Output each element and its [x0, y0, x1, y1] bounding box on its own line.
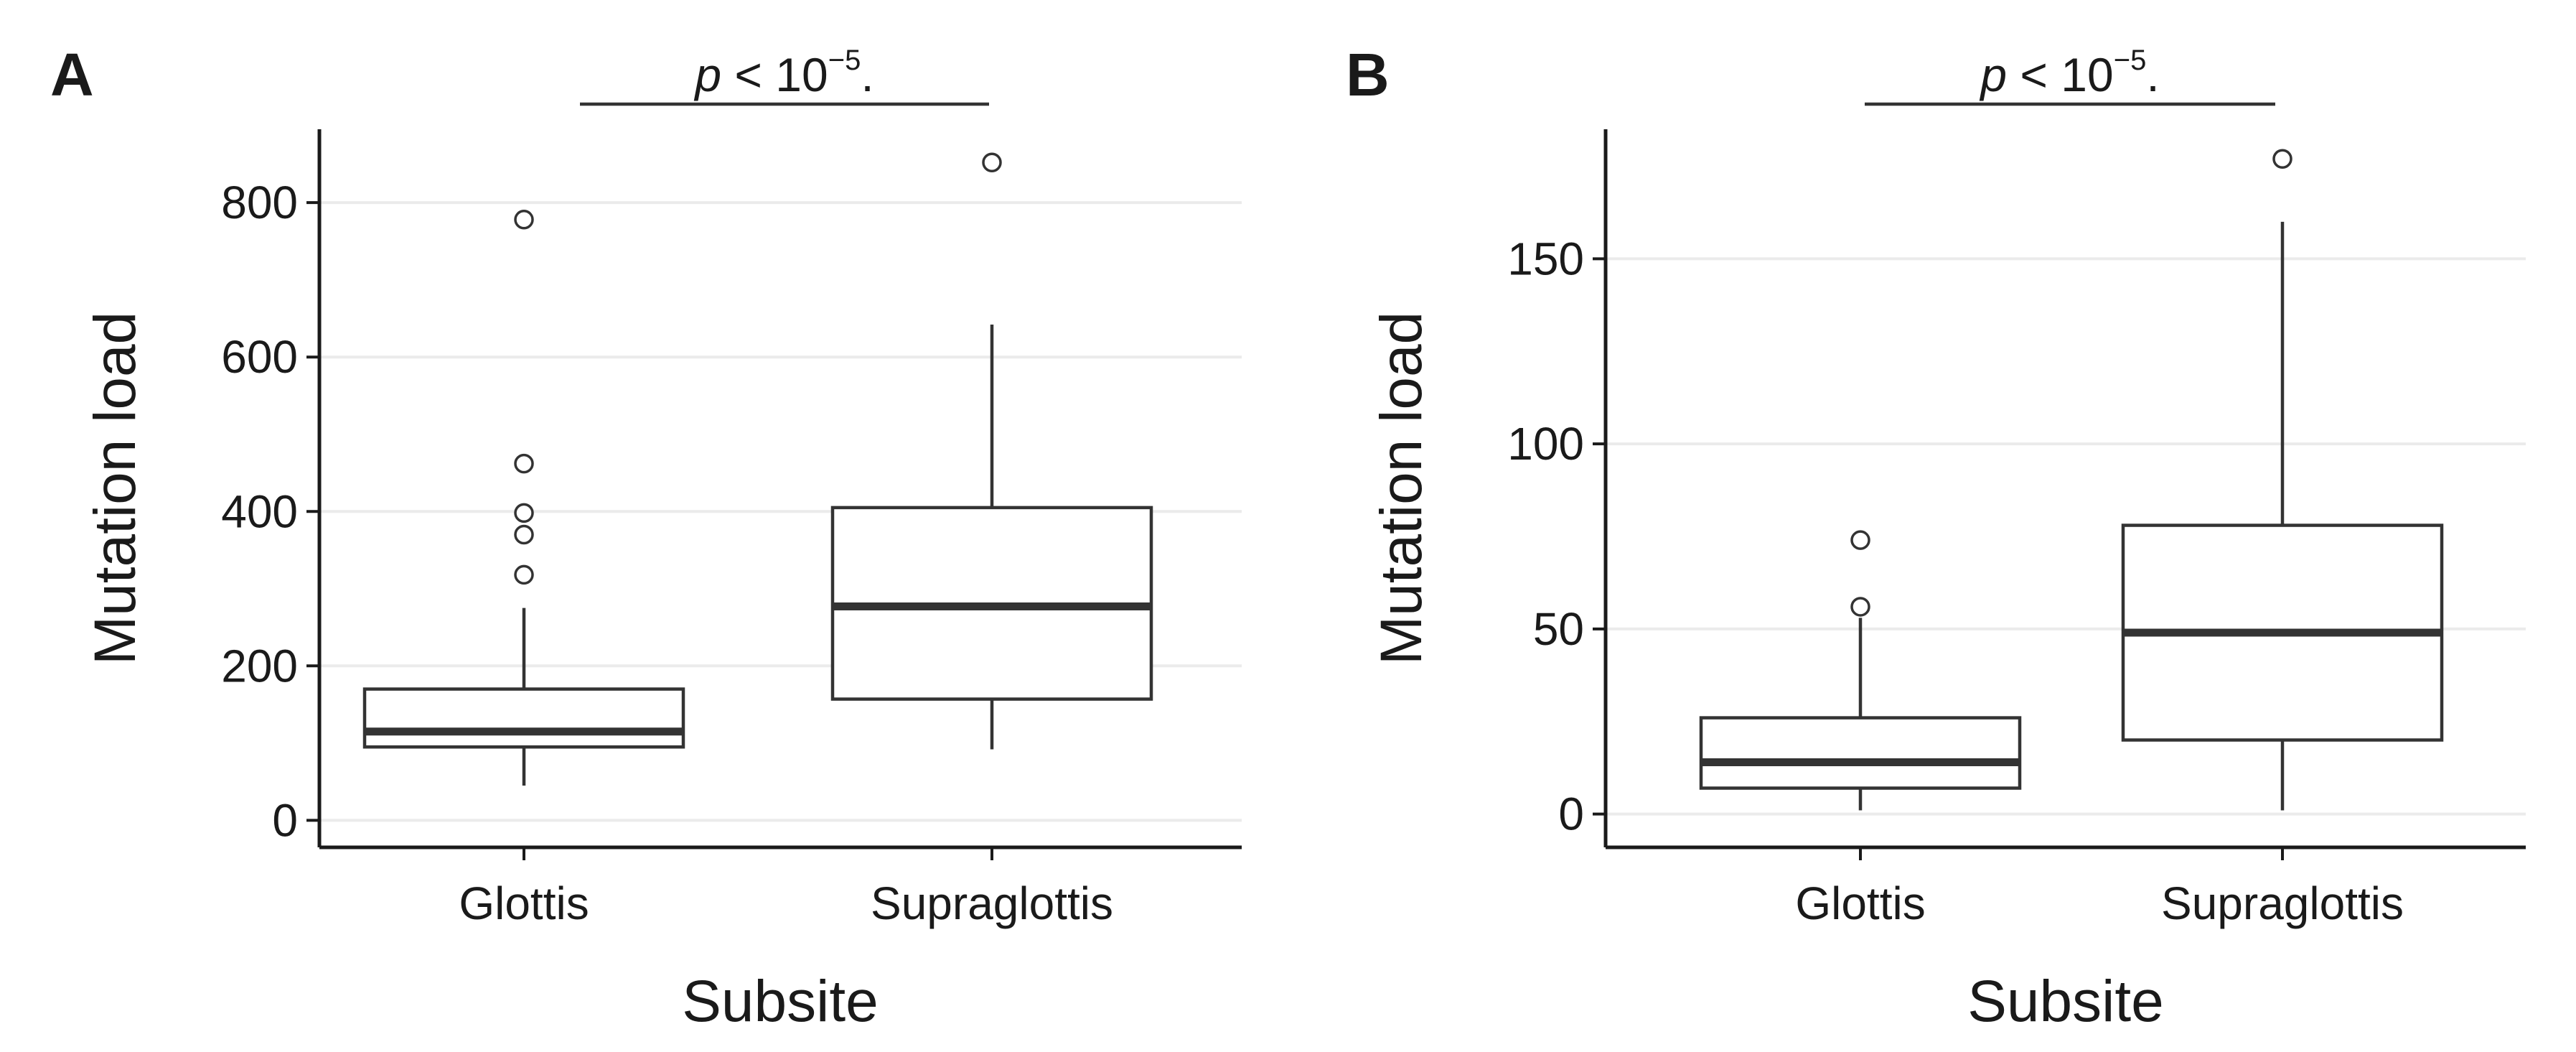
p-exponent: −5 — [828, 45, 861, 76]
p-relation: < 10 — [2007, 48, 2114, 101]
p-exponent: −5 — [2114, 45, 2147, 76]
box-iqr — [362, 687, 685, 749]
outlier-point — [514, 524, 534, 545]
y-axis-title: Mutation load — [83, 312, 148, 665]
x-axis-title: Subsite — [682, 969, 879, 1034]
outlier-point — [1850, 597, 1870, 617]
box-glottis — [1699, 530, 2022, 811]
outlier-point — [514, 453, 534, 474]
significance-label: p < 10−5. — [693, 45, 874, 101]
outlier-point — [1850, 530, 1870, 550]
box-glottis — [362, 210, 685, 786]
y-tick-label: 100 — [1507, 418, 1584, 470]
box-supraglottis — [830, 152, 1153, 750]
panel-a: 0 200 400 600 800 Glottis Supraglottis A p < 10−… — [50, 41, 1242, 1034]
x-tick-label: Glottis — [459, 878, 589, 929]
p-symbol: p — [1979, 48, 2007, 101]
panel-b: 0 50 100 150 Glottis Supraglottis B p < 10−5. Mu… — [1346, 41, 2526, 1034]
y-tick-label: 150 — [1507, 233, 1584, 284]
y-tick-label: 50 — [1533, 603, 1584, 655]
x-tick-label: Supraglottis — [2161, 878, 2404, 929]
x-tick-label: Glottis — [1795, 878, 1925, 929]
p-suffix: . — [2146, 48, 2159, 101]
panel-label: B — [1346, 41, 1390, 108]
p-relation: < 10 — [721, 48, 828, 101]
p-symbol: p — [693, 48, 721, 101]
y-tick-label: 0 — [1558, 788, 1584, 840]
box-iqr — [1699, 716, 2022, 790]
y-tick-label: 400 — [221, 485, 298, 537]
y-tick-label: 600 — [221, 331, 298, 383]
y-tick-label: 200 — [221, 640, 298, 692]
panel-label: A — [50, 41, 94, 108]
x-tick-label: Supraglottis — [871, 878, 1113, 929]
significance-label: p < 10−5. — [1979, 45, 2159, 101]
outlier-point — [514, 503, 534, 523]
outlier-point — [982, 152, 1002, 172]
x-axis-title: Subsite — [1967, 969, 2164, 1034]
outlier-point — [514, 210, 534, 230]
p-suffix: . — [861, 48, 874, 101]
box-supraglottis — [2121, 149, 2444, 811]
outlier-point — [2272, 149, 2292, 169]
y-tick-label: 0 — [272, 794, 298, 846]
outlier-point — [514, 564, 534, 585]
y-axis-title: Mutation load — [1369, 312, 1434, 665]
y-tick-label: 800 — [221, 177, 298, 228]
